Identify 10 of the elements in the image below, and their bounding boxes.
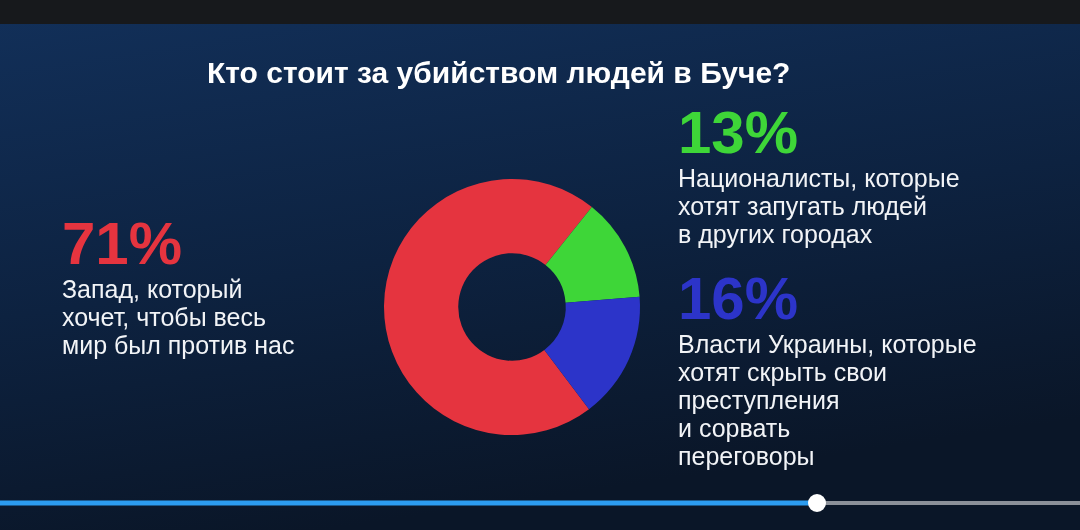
slice-label: Националисты, которые хотят запугать людей в других городах [678, 164, 960, 248]
slice-label: Власти Украины, которые хотят скрыть свои преступления и сорвать переговоры [678, 330, 977, 470]
slice-label: Запад, который хочет, чтобы весь мир был против нас [62, 275, 295, 359]
chart-title: Кто стоит за убийством людей в Буче? [207, 56, 791, 89]
data-label: 71% [62, 210, 183, 277]
data-label: 13% [678, 99, 799, 166]
donut-slice [545, 206, 640, 303]
donut-slice [544, 296, 640, 410]
data-label: 16% [678, 265, 799, 332]
donut-slice [384, 179, 592, 435]
